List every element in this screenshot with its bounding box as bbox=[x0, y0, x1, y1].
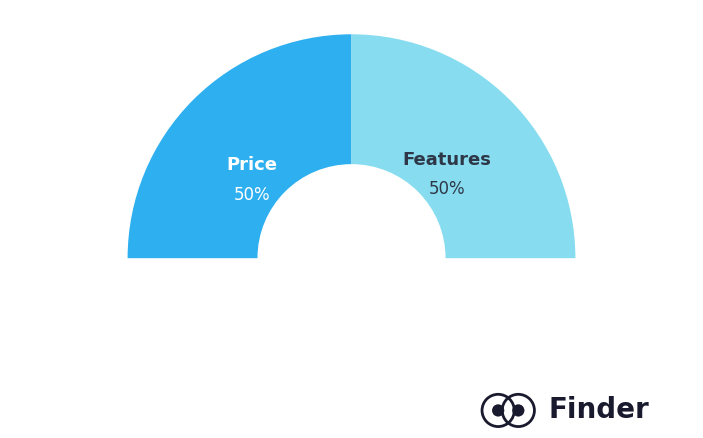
Text: Finder: Finder bbox=[548, 396, 650, 424]
Text: 50%: 50% bbox=[233, 186, 270, 204]
Circle shape bbox=[492, 404, 504, 417]
Circle shape bbox=[512, 404, 524, 417]
Text: 50%: 50% bbox=[429, 180, 465, 198]
Text: Price: Price bbox=[226, 156, 277, 174]
Text: Features: Features bbox=[402, 151, 491, 170]
Wedge shape bbox=[352, 34, 575, 258]
Wedge shape bbox=[128, 34, 352, 258]
